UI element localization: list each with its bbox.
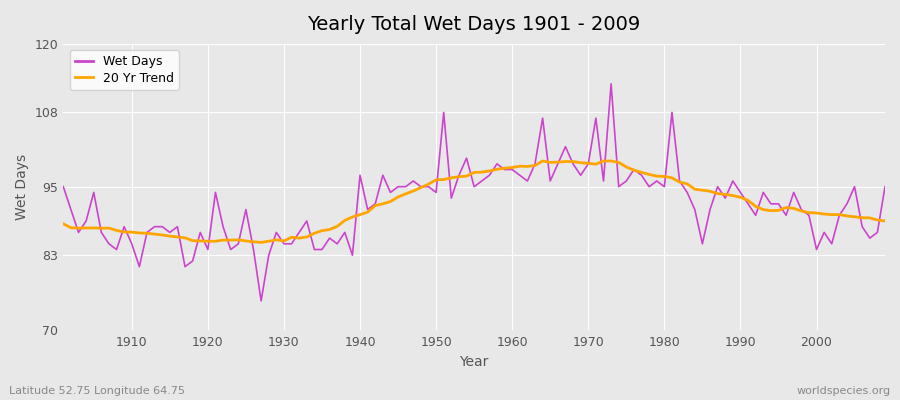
Y-axis label: Wet Days: Wet Days: [15, 154, 29, 220]
Legend: Wet Days, 20 Yr Trend: Wet Days, 20 Yr Trend: [69, 50, 179, 90]
Wet Days: [339, 230, 350, 235]
Wet Days: [293, 230, 304, 235]
20 Yr Trend: [507, 165, 517, 170]
20 Yr Trend: [515, 164, 526, 168]
Wet Days: [879, 184, 890, 189]
Wet Days: [256, 298, 266, 303]
20 Yr Trend: [537, 158, 548, 163]
Line: Wet Days: Wet Days: [63, 84, 885, 301]
Text: worldspecies.org: worldspecies.org: [796, 386, 891, 396]
Wet Days: [58, 184, 68, 189]
20 Yr Trend: [119, 230, 130, 234]
Wet Days: [606, 82, 616, 86]
Text: Latitude 52.75 Longitude 64.75: Latitude 52.75 Longitude 64.75: [9, 386, 185, 396]
Wet Days: [613, 184, 624, 189]
Title: Yearly Total Wet Days 1901 - 2009: Yearly Total Wet Days 1901 - 2009: [308, 15, 641, 34]
Wet Days: [119, 224, 130, 229]
20 Yr Trend: [613, 160, 624, 165]
X-axis label: Year: Year: [460, 355, 489, 369]
20 Yr Trend: [256, 240, 266, 245]
20 Yr Trend: [339, 218, 350, 223]
Line: 20 Yr Trend: 20 Yr Trend: [63, 161, 885, 242]
20 Yr Trend: [58, 222, 68, 226]
Wet Days: [515, 173, 526, 178]
20 Yr Trend: [293, 236, 304, 240]
20 Yr Trend: [879, 218, 890, 223]
Wet Days: [507, 167, 517, 172]
